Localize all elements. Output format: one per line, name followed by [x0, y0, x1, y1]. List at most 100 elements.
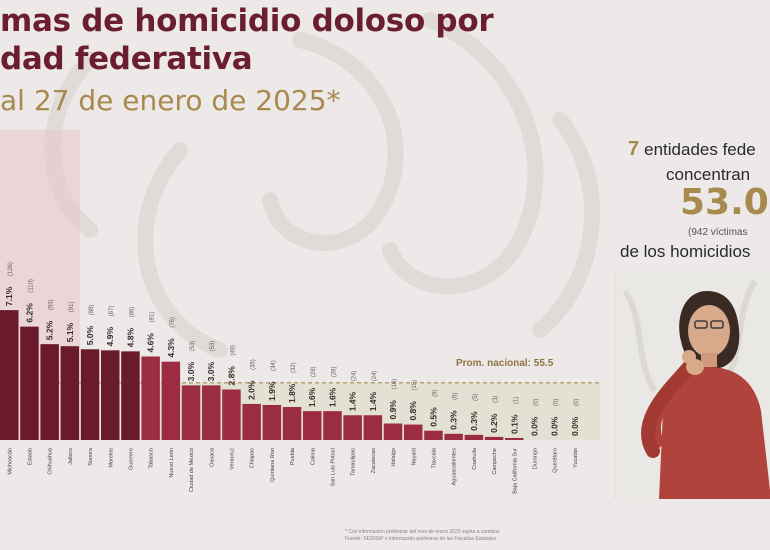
bar-22	[444, 433, 463, 440]
category-label-26: Durango	[532, 448, 538, 469]
bar-20	[404, 424, 423, 440]
bar-chart: Prom. nacional: 55.5 7.1% (126) Michoacán 6.…	[0, 130, 600, 494]
value-label-21: 0.5%	[428, 407, 438, 427]
bar-0	[0, 310, 19, 440]
count-label-16: (28)	[331, 366, 337, 377]
value-label-19: 0.9%	[388, 400, 398, 420]
count-label-24: (3)	[493, 396, 499, 403]
category-label-27: Querétaro	[553, 448, 559, 473]
count-label-21: (9)	[432, 389, 438, 396]
bar-4	[80, 349, 100, 440]
count-label-7: (81)	[150, 312, 156, 323]
bar-7	[141, 356, 160, 440]
value-label-12: 2.0%	[247, 380, 257, 400]
value-label-15: 1.6%	[307, 387, 317, 407]
bar-8	[161, 361, 181, 440]
value-label-10: 3.0%	[206, 362, 216, 382]
average-label: Prom. nacional: 55.5	[456, 358, 554, 369]
count-label-12: (35)	[251, 359, 257, 370]
interpreter-figure	[615, 271, 770, 499]
bar-5	[101, 350, 120, 440]
count-label-5: (87)	[109, 306, 115, 317]
value-label-1: 6.2%	[24, 303, 34, 323]
bar-24	[484, 436, 504, 440]
category-label-16: San Luis Potosí	[330, 448, 336, 487]
category-label-15: Colima	[310, 447, 316, 465]
bar-2	[40, 344, 59, 440]
bar-16	[323, 411, 342, 440]
category-label-8: Nuevo León	[169, 448, 175, 478]
value-label-0: 7.1%	[4, 286, 14, 306]
bar-18	[363, 415, 383, 440]
footnote: * Con información preliminar del mes de …	[345, 529, 595, 543]
category-label-22: Aguascalientes	[452, 448, 458, 486]
bar-1	[20, 326, 39, 440]
category-label-20: Nayarit	[411, 448, 417, 466]
category-label-9: Ciudad de México	[189, 448, 195, 492]
category-label-12: Chiapas	[250, 448, 256, 468]
value-label-13: 1.9%	[267, 381, 277, 401]
summary-line-2: concentran	[666, 165, 751, 184]
entity-count: 7	[628, 138, 640, 160]
value-label-3: 5.1%	[65, 322, 75, 342]
chart-subtitle: al 27 de enero de 2025*	[0, 84, 341, 117]
category-label-2: Chihuahua	[48, 447, 54, 475]
category-label-6: Guerrero	[128, 448, 134, 470]
bar-12	[242, 403, 261, 440]
category-label-21: Tlaxcala	[431, 447, 437, 468]
count-label-2: (93)	[49, 299, 55, 310]
value-label-6: 4.8%	[125, 328, 135, 348]
value-label-23: 0.3%	[469, 411, 479, 431]
category-label-19: Hidalgo	[391, 448, 397, 467]
count-label-4: (88)	[89, 305, 95, 316]
count-label-0: (126)	[8, 262, 14, 276]
value-label-4: 5.0%	[85, 325, 95, 345]
category-label-23: Coahuila	[472, 447, 478, 470]
value-label-24: 0.2%	[489, 413, 499, 433]
category-label-0: Michoacán	[7, 448, 13, 475]
count-label-3: (91)	[69, 302, 75, 313]
bar-17	[343, 415, 362, 440]
footnote-line-2: Fuente: SESNSP e información preliminar …	[345, 536, 497, 542]
count-label-1: (110)	[28, 279, 34, 293]
count-label-18: (24)	[372, 371, 378, 382]
count-label-6: (86)	[129, 307, 135, 318]
bar-21	[424, 430, 443, 440]
category-label-14: Puebla	[290, 447, 296, 465]
bar-13	[262, 404, 282, 440]
category-label-25: Baja California Sur	[512, 448, 518, 494]
value-label-25: 0.1%	[509, 414, 519, 434]
count-label-9: (53)	[190, 341, 196, 352]
count-label-27: (0)	[554, 399, 560, 406]
value-label-28: 0.0%	[570, 416, 580, 436]
count-label-22: (6)	[453, 392, 459, 399]
value-label-26: 0.0%	[529, 416, 539, 436]
bar-9	[181, 385, 201, 440]
bar-19	[383, 423, 403, 440]
value-label-8: 4.3%	[166, 338, 176, 358]
bar-6	[121, 351, 140, 440]
value-label-2: 5.2%	[45, 320, 55, 340]
bar-11	[222, 389, 241, 440]
value-label-17: 1.4%	[348, 391, 358, 411]
count-label-19: (16)	[392, 379, 398, 390]
count-label-14: (32)	[291, 362, 297, 373]
value-label-20: 0.8%	[408, 401, 418, 421]
bar-3	[60, 346, 80, 440]
sign-language-video	[614, 271, 770, 499]
title-line-2: dad federativa	[0, 41, 253, 77]
category-label-13: Quintana Roo	[270, 448, 276, 482]
category-label-7: Tabasco	[149, 448, 155, 469]
count-label-10: (53)	[210, 341, 216, 352]
bar-23	[464, 434, 484, 440]
title-line-1: mas de homicidio doloso por	[0, 3, 494, 39]
bar-14	[282, 407, 302, 440]
value-label-5: 4.9%	[105, 327, 115, 347]
value-label-7: 4.6%	[146, 333, 156, 353]
summary-percent: 53.0%	[680, 182, 770, 223]
footnote-line-1: * Con información preliminar del mes de …	[345, 529, 500, 535]
count-label-23: (5)	[473, 394, 479, 401]
value-label-11: 2.8%	[226, 366, 236, 386]
category-label-18: Zacatecas	[371, 448, 377, 474]
category-label-11: Veracruz	[229, 448, 235, 470]
